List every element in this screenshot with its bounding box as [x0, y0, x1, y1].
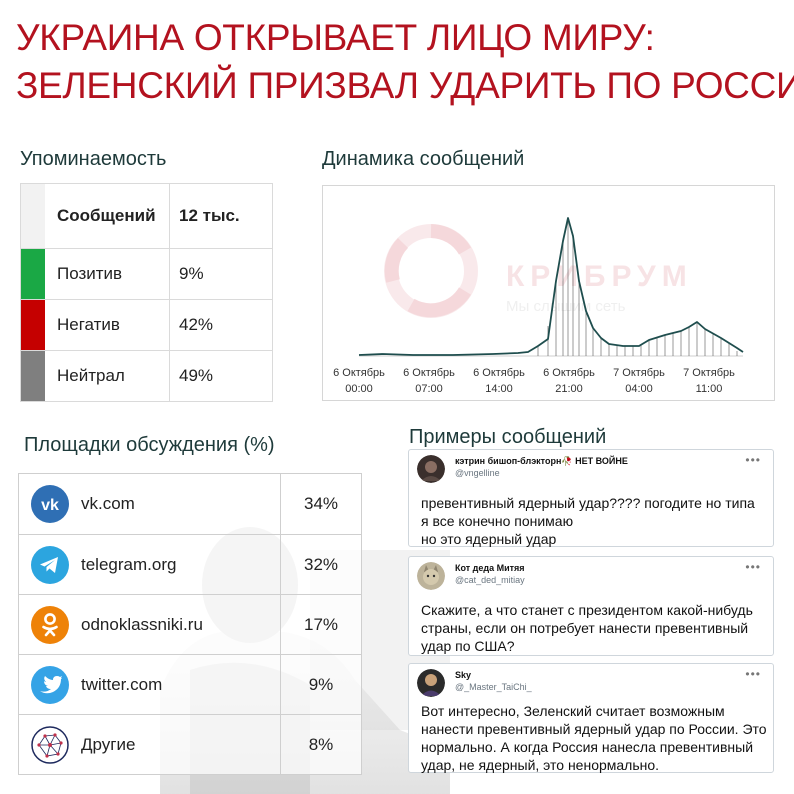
tick-time: 21:00 — [555, 383, 583, 395]
tick-time: 00:00 — [345, 383, 373, 395]
twitter-icon — [31, 665, 69, 704]
mentions-label: Сообщений — [45, 184, 170, 248]
dynamics-title: Динамика сообщений — [322, 148, 525, 170]
mentions-value: 49% — [179, 366, 214, 385]
platform-value: 32% — [303, 554, 339, 574]
svg-text:vk: vk — [41, 497, 59, 514]
mentions-row-negative: Негатив 42% — [21, 299, 272, 350]
mentions-value: 12 тыс. — [179, 206, 240, 225]
tweet-header: Кот деда Митяя @cat_ded_mitiay — [417, 562, 525, 590]
tweet-line: Вот интересно, Зеленский считает возможн… — [421, 703, 725, 719]
total-swatch — [21, 184, 45, 248]
tweet-line: удар по США? — [421, 638, 515, 654]
tweet-header: Sky @_Master_TaiChi_ — [417, 669, 532, 697]
tweet-text: Скажите, а что станет с президентом како… — [421, 601, 753, 655]
telegram-icon — [31, 545, 69, 584]
headline-line-2: ЗЕЛЕНСКИЙ ПРИЗВАЛ УДАРИТЬ ПО РОССИИ — [16, 65, 794, 106]
mentions-label: Нейтрал — [45, 351, 170, 401]
tweet-text: Вот интересно, Зеленский считает возможн… — [421, 702, 767, 774]
mentions-row-total: Сообщений 12 тыс. — [21, 184, 272, 248]
messages-series-line — [358, 217, 744, 356]
tick-date: 6 Октябрь — [473, 367, 525, 379]
platform-value: 9% — [308, 674, 334, 694]
tweet-header: кэтрин бишоп-блэкторн🥀 НЕТ ВОЙНЕ @vngell… — [417, 455, 628, 483]
tick-date: 7 Октябрь — [613, 367, 665, 379]
platform-name: odnoklassniki.ru — [69, 595, 281, 654]
kribrum-watermark: КРИБРУМ Мы слышим сеть — [384, 224, 693, 318]
more-options-icon[interactable]: ••• — [745, 560, 761, 574]
tweet-line: нанести превентивный ядерный удар по Рос… — [421, 721, 767, 737]
dynamics-chart: КРИБРУМ Мы слышим сеть — [322, 185, 775, 401]
tick-time: 11:00 — [696, 383, 723, 395]
examples-title: Примеры сообщений — [409, 426, 607, 448]
mentions-table: Сообщений 12 тыс. Позитив 9% Негатив 42%… — [20, 183, 273, 402]
tweet-line: я все конечно понимаю — [421, 513, 574, 529]
vk-icon: vk — [31, 485, 69, 523]
headline: УКРАИНА ОТКРЫВАЕТ ЛИЦО МИРУ: ЗЕЛЕНСКИЙ П… — [16, 14, 794, 110]
platform-value: 8% — [308, 734, 334, 754]
tweet-text: превентивный ядерный удар???? погодите н… — [421, 494, 755, 548]
platform-name: Другие — [69, 715, 281, 774]
tweet-handle[interactable]: @_Master_TaiChi_ — [455, 682, 532, 692]
mentions-title: Упоминаемость — [20, 148, 167, 170]
tick-date: 6 Октябрь — [543, 367, 595, 379]
more-options-icon[interactable]: ••• — [745, 667, 761, 681]
more-options-icon[interactable]: ••• — [745, 453, 761, 467]
tick-time: 04:00 — [625, 383, 653, 395]
network-icon — [31, 725, 69, 764]
tweet-line: нормально. А когда Россия нанесла превен… — [421, 739, 754, 755]
tweet-author[interactable]: Кот деда Митяя — [455, 563, 525, 573]
platform-row: vk vk.com 34% — [19, 474, 361, 534]
mentions-label: Негатив — [45, 300, 170, 350]
tweet-line: превентивный ядерный удар???? погодите н… — [421, 495, 755, 511]
platform-name: vk.com — [69, 474, 281, 534]
tick-date: 6 Октябрь — [333, 367, 385, 379]
tick-time: 14:00 — [485, 383, 513, 395]
tick-time: 07:00 — [415, 383, 443, 395]
tweet-line: страны, если он потребует нанести превен… — [421, 620, 749, 636]
kribrum-logo-icon — [384, 224, 478, 318]
watermark-brand: КРИБРУМ — [506, 260, 693, 293]
platform-row: Другие 8% — [19, 714, 361, 774]
watermark-tagline: Мы слышим сеть — [506, 298, 626, 315]
mentions-value: 9% — [179, 264, 204, 283]
platforms-table: vk vk.com 34% telegram.org 32% odnoklass… — [18, 473, 362, 775]
odnoklassniki-icon — [31, 605, 69, 644]
mentions-row-positive: Позитив 9% — [21, 248, 272, 299]
platform-row: odnoklassniki.ru 17% — [19, 594, 361, 654]
platform-value: 34% — [303, 494, 339, 513]
avatar[interactable] — [417, 562, 445, 590]
platform-value: 17% — [303, 614, 339, 634]
chart-hatching — [537, 218, 738, 356]
avatar[interactable] — [417, 669, 445, 697]
mentions-label: Позитив — [45, 249, 170, 299]
platform-name: telegram.org — [69, 535, 281, 594]
mentions-value: 42% — [179, 315, 214, 334]
tweet-card[interactable]: Sky @_Master_TaiChi_ ••• Вот интересно, … — [408, 663, 774, 773]
tweet-author[interactable]: Sky — [455, 670, 472, 680]
platform-row: twitter.com 9% — [19, 654, 361, 714]
negative-swatch — [21, 300, 45, 350]
mentions-row-neutral: Нейтрал 49% — [21, 350, 272, 401]
tweet-card[interactable]: Кот деда Митяя @cat_ded_mitiay ••• Скажи… — [408, 556, 774, 656]
tick-date: 7 Октябрь — [683, 367, 735, 379]
tweet-line: Скажите, а что станет с президентом како… — [421, 602, 753, 618]
tweet-author[interactable]: кэтрин бишоп-блэкторн🥀 НЕТ ВОЙНЕ — [455, 456, 628, 466]
platforms-title: Площадки обсуждения (%) — [24, 434, 275, 456]
tweet-handle[interactable]: @cat_ded_mitiay — [455, 575, 525, 585]
positive-swatch — [21, 249, 45, 299]
platform-name: twitter.com — [69, 655, 281, 714]
tweet-line: удар, не ядерный, это ненормально. — [421, 757, 660, 773]
tweet-handle[interactable]: @vngelline — [455, 468, 500, 478]
tick-date: 6 Октябрь — [403, 367, 455, 379]
headline-line-1: УКРАИНА ОТКРЫВАЕТ ЛИЦО МИРУ: — [16, 17, 655, 58]
x-tick-labels: 6 Октябрь 00:00 6 Октябрь 07:00 6 Октябр… — [333, 367, 735, 395]
dynamics-chart-svg: КРИБРУМ Мы слышим сеть — [333, 217, 744, 395]
tweet-line: но это ядерный удар — [421, 531, 557, 547]
avatar[interactable] — [417, 455, 445, 483]
platform-row: telegram.org 32% — [19, 534, 361, 594]
neutral-swatch — [21, 351, 45, 401]
tweet-card[interactable]: кэтрин бишоп-блэкторн🥀 НЕТ ВОЙНЕ @vngell… — [408, 449, 774, 547]
